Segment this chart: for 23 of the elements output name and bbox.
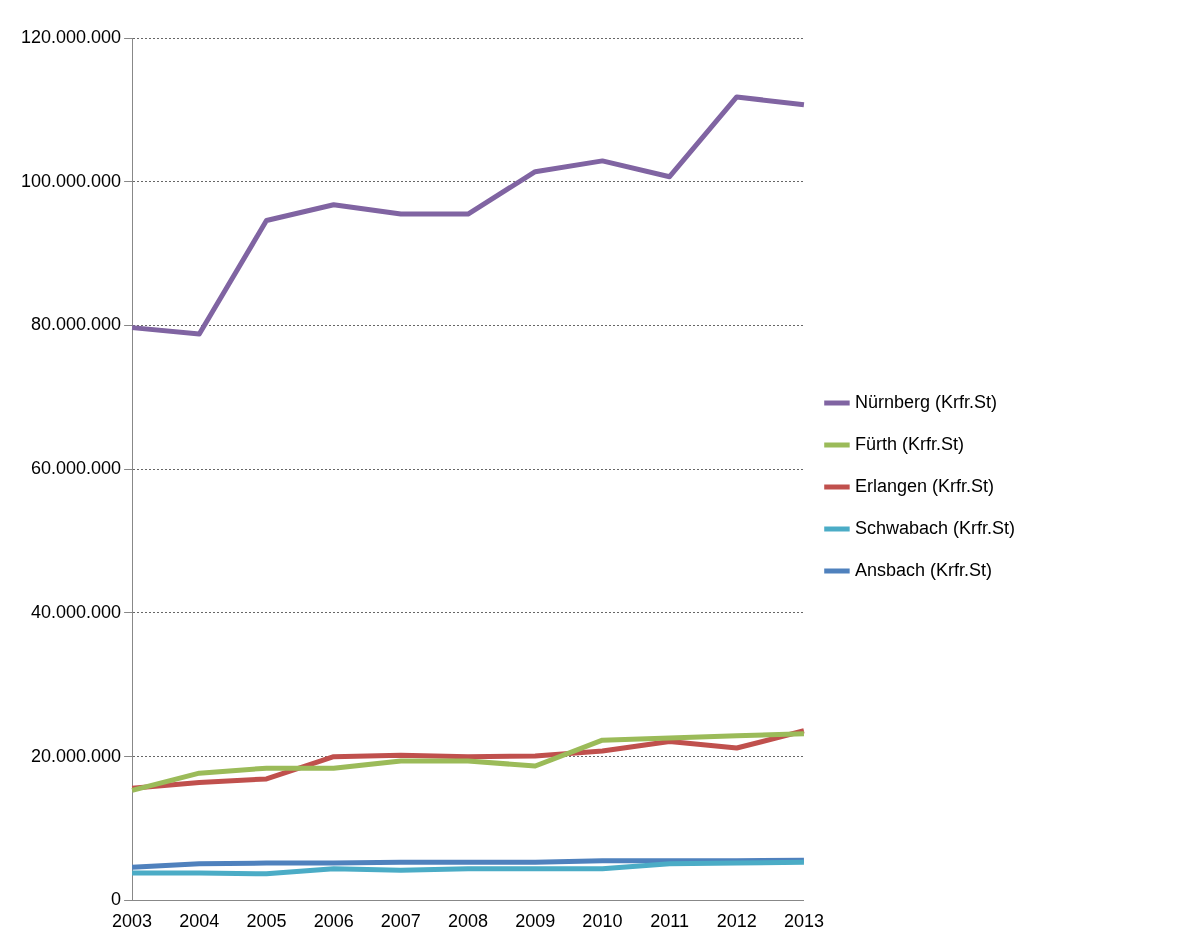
x-tick-label: 2007 [380, 911, 421, 932]
x-tick-label: 2005 [246, 911, 287, 932]
legend-label: Nürnberg (Krfr.St) [854, 391, 997, 412]
y-tick-label: 40.000.000 [31, 601, 122, 622]
x-tick-label: 2010 [582, 911, 623, 932]
x-tick-label: 2012 [716, 911, 757, 932]
y-tick-label: 80.000.000 [31, 314, 122, 335]
x-tick-label: 2004 [179, 911, 220, 932]
legend-label: Erlangen (Krfr.St) [854, 475, 994, 496]
x-tick-label: 2009 [515, 911, 556, 932]
y-tick-label: 0 [111, 889, 122, 910]
y-tick-label: 120.000.000 [20, 26, 122, 47]
x-tick-label: 2003 [112, 911, 153, 932]
legend-label: Fürth (Krfr.St) [854, 433, 964, 454]
x-tick-label: 2008 [448, 911, 489, 932]
y-tick-label: 100.000.000 [20, 170, 122, 191]
y-tick-label: 20.000.000 [31, 745, 122, 766]
x-tick-label: 2013 [783, 911, 824, 932]
y-tick-label: 60.000.000 [31, 458, 122, 479]
x-tick-label: 2006 [313, 911, 354, 932]
legend-label: Schwabach (Krfr.St) [854, 517, 1015, 538]
x-tick-label: 2011 [650, 911, 689, 932]
legend-label: Ansbach (Krfr.St) [854, 559, 992, 580]
